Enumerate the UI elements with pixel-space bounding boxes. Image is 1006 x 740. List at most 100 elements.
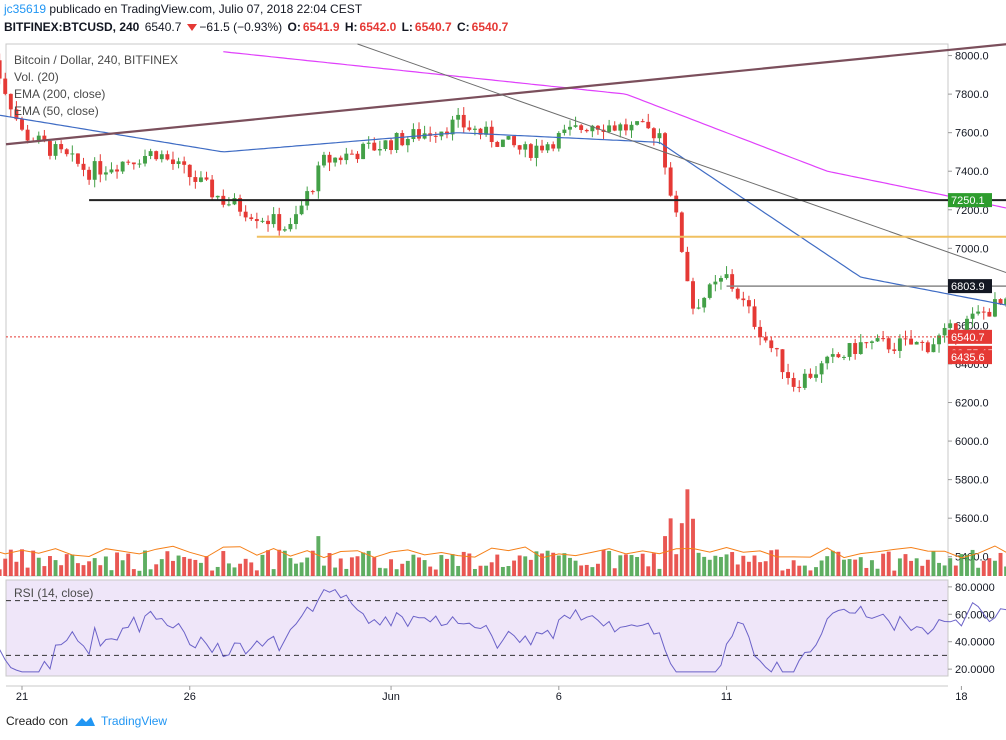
candle-body [791, 378, 796, 387]
volume-bar [707, 559, 712, 576]
volume-bar [400, 563, 405, 576]
candle-body [607, 125, 612, 132]
candle-body [327, 154, 332, 163]
y-tick-label: 8000.0 [955, 51, 989, 63]
volume-bar [472, 568, 477, 576]
volume-bar [182, 557, 187, 576]
candle-body [294, 214, 298, 225]
candle-body [646, 121, 651, 129]
candle-body [238, 198, 243, 212]
open-label: O: [287, 20, 301, 34]
volume-bar [232, 567, 237, 576]
volume-bar [612, 568, 617, 576]
volume-bar [965, 554, 969, 576]
volume-bar [42, 566, 47, 576]
volume-bar [970, 549, 975, 576]
candle-body [321, 154, 326, 166]
price-pane [5, 43, 949, 577]
tradingview-link[interactable]: TradingView [74, 714, 167, 728]
volume-bar [976, 567, 981, 576]
ascending-trendline [5, 43, 1006, 146]
volume-bar [405, 560, 410, 576]
price-chart[interactable]: 8000.07800.07600.07400.07200.07000.06800… [0, 0, 1006, 710]
candle-body [377, 149, 382, 151]
volume-bar [618, 555, 623, 576]
volume-bar [864, 567, 869, 576]
volume-bar [998, 552, 1003, 576]
volume-bar [176, 555, 181, 576]
ema50-line [0, 114, 1006, 306]
candle-body [746, 300, 751, 307]
candle-body [226, 204, 231, 206]
volume-bar [120, 560, 125, 576]
candle-body [383, 140, 388, 150]
legend-ema50: EMA (50, close) [14, 104, 99, 118]
candle-body [897, 338, 902, 351]
volume-bar [685, 489, 690, 576]
volume-bar [0, 569, 2, 576]
candle-body [25, 129, 30, 141]
candle-body [719, 278, 723, 282]
candle-body [81, 163, 86, 170]
volume-bar [903, 554, 908, 576]
volume-bar [98, 565, 103, 576]
price-axis-label: 6540.7 [951, 332, 985, 344]
candle-body [277, 214, 282, 231]
candle-body [1004, 298, 1006, 305]
volume-bar [679, 523, 684, 576]
volume-bar [467, 553, 472, 576]
author-link[interactable]: jc35619 [4, 2, 47, 16]
volume-bar [573, 560, 578, 576]
candle-body [763, 337, 768, 341]
candle-body [903, 338, 908, 340]
volume-bar [433, 569, 438, 576]
volume-bar [389, 559, 394, 576]
candle-body [573, 125, 578, 127]
rsi-tick-label: 80.0000 [955, 582, 995, 594]
volume-bar [987, 558, 992, 576]
candle-body [948, 323, 953, 328]
candle-body [635, 121, 640, 125]
candle-body [131, 162, 136, 165]
price-axis-label-bg [948, 329, 992, 344]
candle-body [64, 149, 69, 155]
publish-info: jc35619 publicado en TradingView.com, Ju… [4, 2, 362, 16]
candle-body [316, 165, 321, 192]
volume-bar [103, 556, 108, 576]
candle-body [858, 342, 863, 355]
volume-bar [210, 570, 215, 576]
volume-bar [299, 562, 304, 576]
volume-bar [461, 551, 466, 576]
volume-bar [562, 553, 567, 576]
candle-body [752, 306, 757, 327]
candle-body [523, 144, 528, 150]
candle-body [802, 373, 807, 388]
volume-bar [439, 555, 444, 576]
candle-body [103, 172, 108, 175]
candle-body [685, 251, 690, 282]
candle-body [42, 135, 47, 142]
candle-body [299, 205, 304, 215]
candle-body [674, 195, 679, 213]
candle-body [735, 288, 740, 299]
volume-bar [64, 554, 69, 576]
volume-bar [534, 551, 539, 576]
volume-bar [8, 549, 13, 576]
candle-body [282, 229, 287, 231]
y-tick-label: 6000.0 [955, 436, 989, 448]
candle-body [417, 129, 421, 139]
y-tick-label: 7200.0 [955, 205, 989, 217]
volume-bar [193, 559, 198, 576]
volume-bar [830, 550, 835, 576]
candle-body [774, 348, 779, 350]
x-tick-label: 18 [955, 691, 967, 703]
volume-bar [333, 567, 338, 576]
tradingview-brand: TradingView [101, 714, 168, 728]
candle-body [931, 344, 936, 353]
volume-bar [992, 560, 997, 576]
candle-body [478, 128, 483, 135]
volume-bar [517, 555, 522, 576]
volume-bar [310, 550, 315, 576]
candle-body [53, 144, 58, 156]
volume-bar [959, 554, 964, 576]
